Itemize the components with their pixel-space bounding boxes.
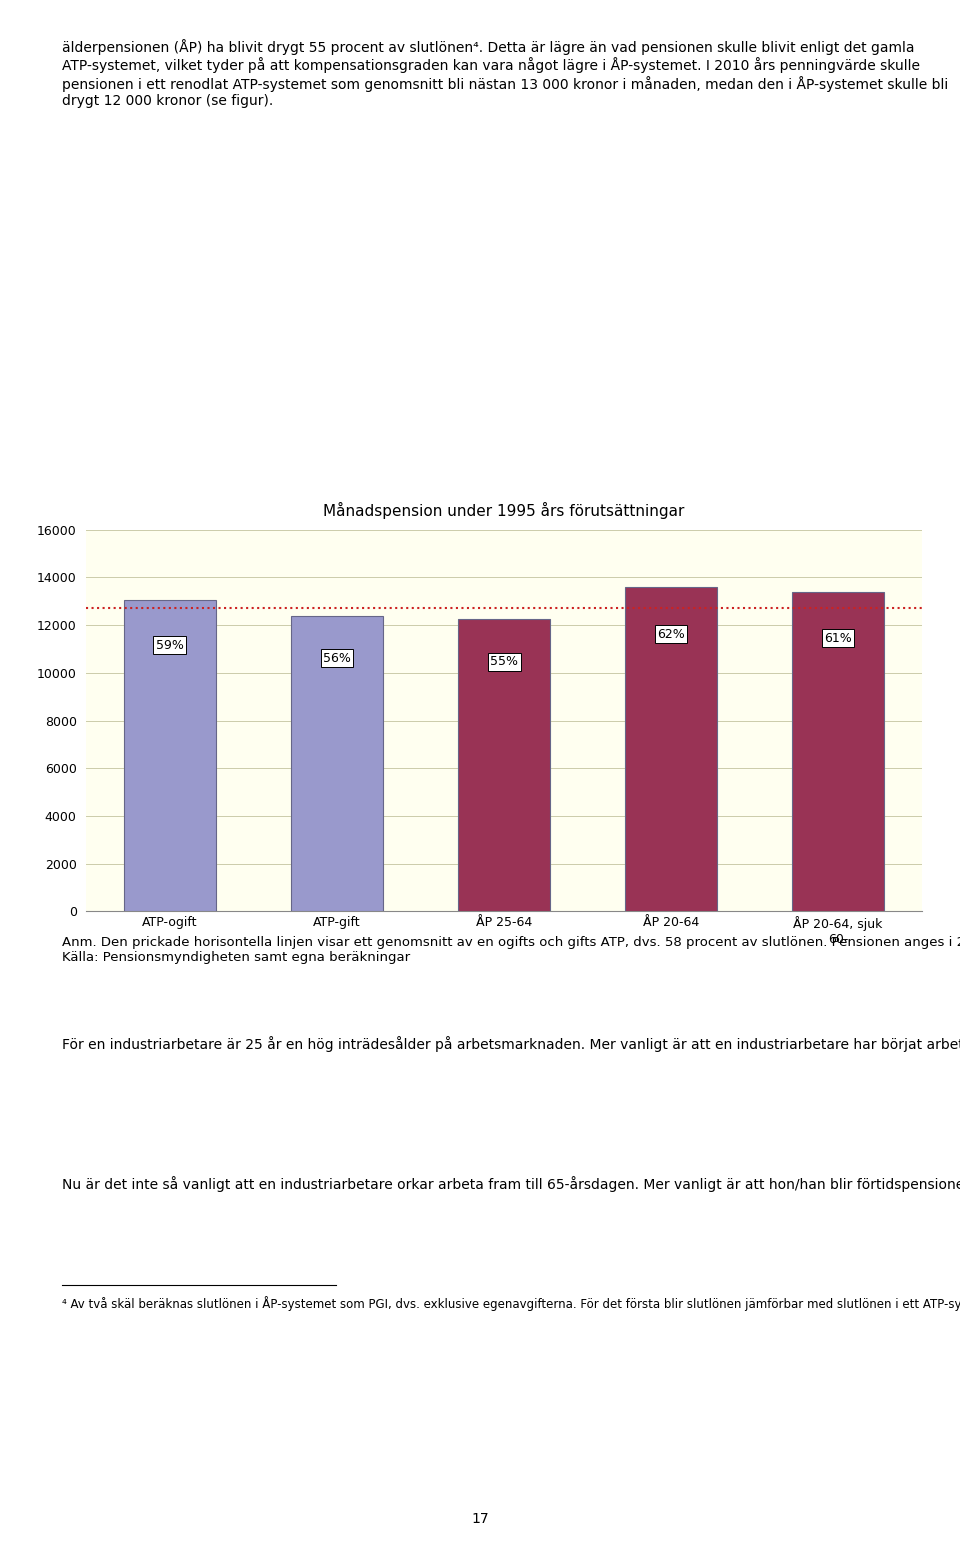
Text: 61%: 61%	[825, 631, 852, 645]
Text: 56%: 56%	[323, 651, 351, 665]
Text: 59%: 59%	[156, 639, 184, 651]
Bar	[625, 587, 717, 911]
Text: 17: 17	[471, 1513, 489, 1525]
Title: Månadspension under 1995 års förutsättningar: Månadspension under 1995 års förutsättni…	[324, 502, 684, 519]
Text: Anm. Den prickade horisontella linjen visar ett genomsnitt av en ogifts och gift: Anm. Den prickade horisontella linjen vi…	[62, 935, 960, 964]
Text: Nu är det inte så vanligt att en industriarbetare orkar arbeta fram till 65-årsd: Nu är det inte så vanligt att en industr…	[62, 1176, 960, 1192]
Bar	[124, 600, 216, 911]
Text: 55%: 55%	[490, 654, 518, 668]
Text: För en industriarbetare är 25 år en hög inträdesålder på arbetsmarknaden. Mer va: För en industriarbetare är 25 år en hög …	[62, 1036, 960, 1052]
Text: 62%: 62%	[658, 628, 684, 640]
Bar	[792, 592, 884, 911]
Bar	[458, 619, 550, 911]
Text: älderpensionen (ÅP) ha blivit drygt 55 procent av slutlönen⁴. Detta är lägre än : älderpensionen (ÅP) ha blivit drygt 55 p…	[62, 39, 948, 108]
Text: ⁴ Av två skäl beräknas slutlönen i ÅP-systemet som PGI, dvs. exklusive egenavgif: ⁴ Av två skäl beräknas slutlönen i ÅP-sy…	[62, 1296, 960, 1312]
Bar	[291, 615, 383, 911]
